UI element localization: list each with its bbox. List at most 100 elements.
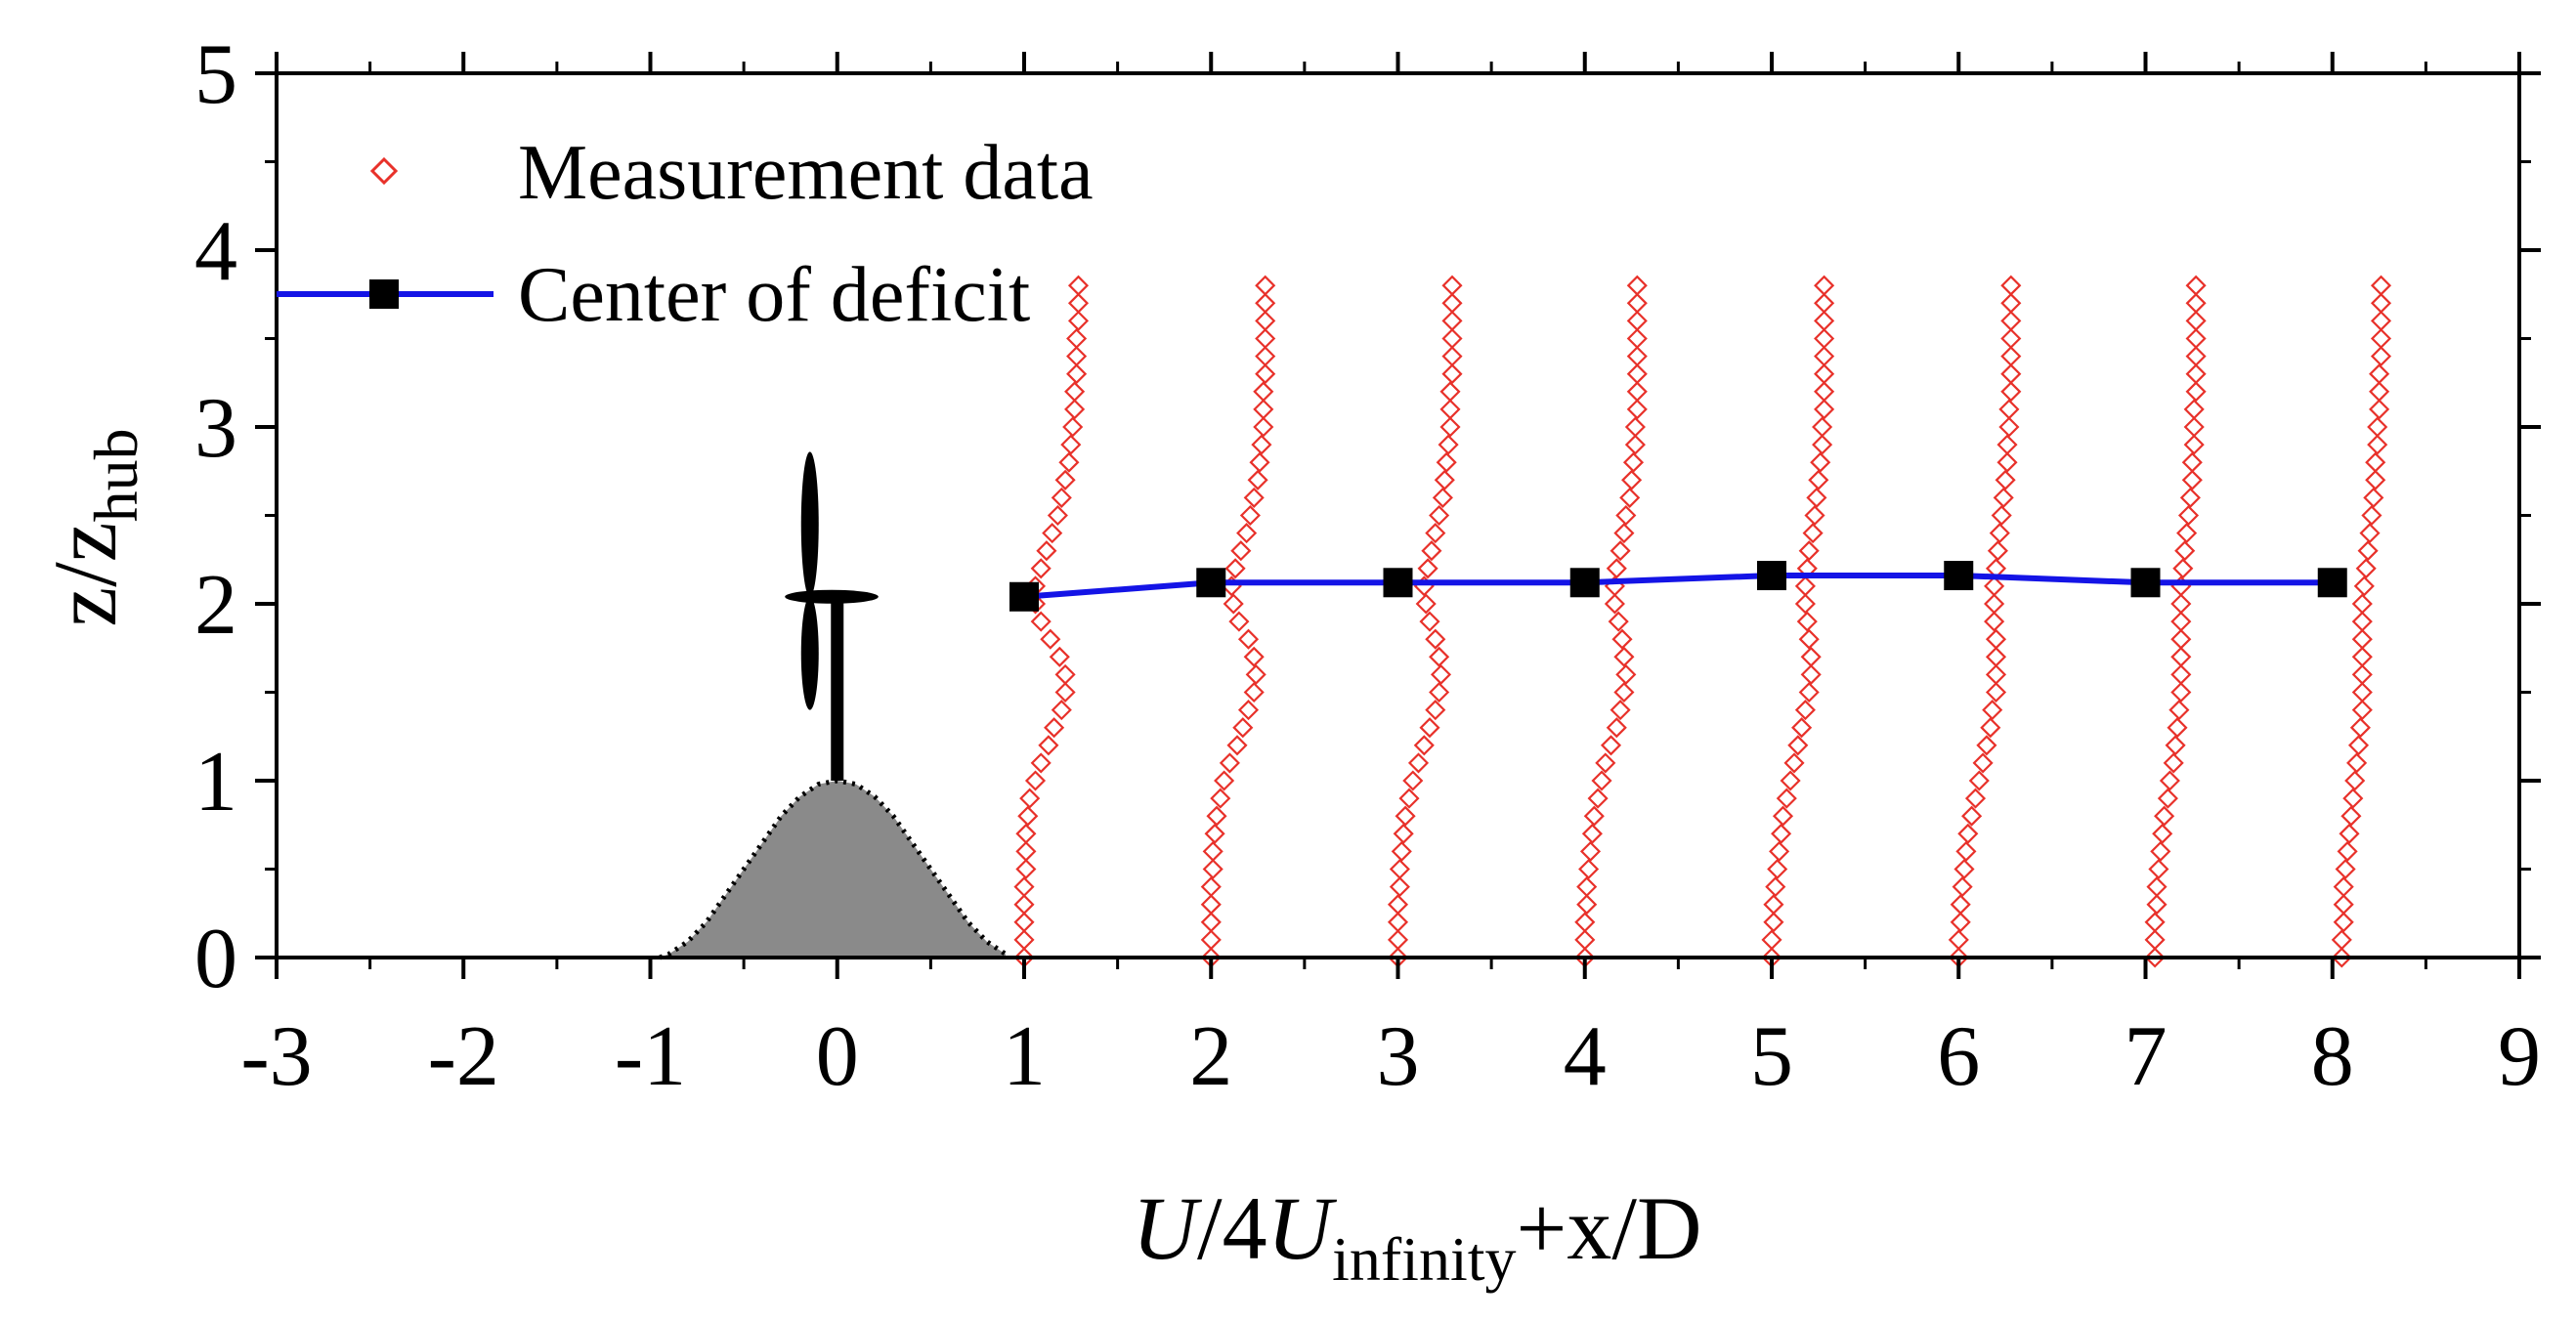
- measurement-point: [1214, 770, 1235, 791]
- measurement-point: [2339, 823, 2360, 844]
- measurement-point: [1253, 399, 1274, 420]
- measurement-point: [2331, 929, 2352, 951]
- measurement-point: [2159, 770, 2180, 791]
- measurement-point: [1604, 593, 1625, 615]
- measurement-point: [1019, 788, 1041, 809]
- measurement-point: [2185, 381, 2207, 403]
- measurement-point: [1591, 770, 1612, 791]
- measurement-point: [2351, 646, 2373, 667]
- measurement-point: [1987, 540, 2008, 562]
- measurement-point: [1622, 451, 1645, 473]
- hill-outline: [659, 778, 1008, 960]
- measurement-point: [1794, 593, 1816, 615]
- measurement-point: [2342, 788, 2364, 809]
- measurement-point: [1237, 628, 1260, 650]
- measurement-point: [1251, 434, 1272, 455]
- profile-station-5: [1761, 275, 1835, 968]
- measurement-point: [1030, 558, 1052, 579]
- measurement-point: [1067, 292, 1090, 314]
- measurement-point: [2181, 451, 2203, 473]
- measurement-point: [1581, 823, 1603, 844]
- measurement-point: [1798, 681, 1820, 703]
- measurement-point: [1765, 876, 1786, 898]
- measurement-point: [1398, 788, 1420, 809]
- measurement-point: [1964, 788, 1987, 809]
- y-tick-label: 5: [194, 27, 237, 122]
- measurement-point: [1066, 346, 1088, 367]
- x-tick-label: 4: [1564, 1009, 1607, 1104]
- measurement-point: [2363, 487, 2384, 508]
- measurement-point: [1013, 894, 1035, 916]
- measurement-point: [2000, 381, 2022, 403]
- measurement-point: [2148, 858, 2169, 880]
- measurement-point: [1772, 805, 1794, 827]
- measurement-point: [1796, 611, 1818, 632]
- measurement-point: [1062, 416, 1084, 438]
- measurement-point: [1015, 858, 1037, 880]
- measurement-point: [1441, 310, 1463, 331]
- measurement-point: [1436, 451, 1457, 473]
- measurement-point: [1794, 700, 1816, 721]
- measurement-point: [2370, 275, 2392, 296]
- measurement-point: [1206, 805, 1227, 827]
- measurement-point: [1574, 929, 1596, 951]
- measurement-point: [1253, 416, 1274, 438]
- legend-label-center: Center of deficit: [518, 252, 1030, 338]
- measurement-point: [1984, 575, 2005, 597]
- measurement-point: [1224, 558, 1246, 579]
- measurement-point: [1430, 663, 1452, 685]
- measurement-point: [1239, 504, 1261, 527]
- measurement-point: [1200, 929, 1222, 951]
- measurement-point: [1054, 681, 1076, 703]
- measurement-point: [2183, 399, 2205, 420]
- measurement-point: [2185, 310, 2207, 331]
- measurement-point: [1429, 504, 1450, 527]
- measurement-point: [1579, 840, 1602, 862]
- measurement-point: [1794, 575, 1816, 597]
- measurement-point: [1814, 399, 1835, 420]
- measurement-point: [1236, 523, 1258, 544]
- measurement-point: [1763, 894, 1784, 916]
- measurement-point: [1255, 310, 1276, 331]
- measurement-point: [2370, 327, 2392, 350]
- measurement-point: [2351, 700, 2373, 721]
- y-axis-title: z/zhub: [35, 428, 150, 626]
- measurement-point: [1030, 752, 1052, 774]
- measurement-point: [1051, 700, 1072, 721]
- measurement-point: [1040, 628, 1061, 650]
- measurement-point: [2144, 929, 2166, 951]
- measurement-point: [2150, 840, 2171, 862]
- x-axis-title: U/4Uinfinity+x/D: [1133, 1178, 1702, 1294]
- center-of-deficit-marker: [1569, 568, 1600, 598]
- x-tick-label: 0: [816, 1009, 859, 1104]
- measurement-point: [2170, 681, 2192, 703]
- measurement-point: [1806, 487, 1827, 508]
- measurement-point: [2337, 840, 2358, 862]
- measurement-point: [1441, 275, 1463, 296]
- x-axis-title-rest: +x/D: [1517, 1178, 1702, 1278]
- center-of-deficit-marker: [1196, 568, 1226, 598]
- measurement-point: [1255, 363, 1276, 385]
- measurement-point: [2179, 487, 2201, 508]
- measurement-point: [2181, 469, 2203, 490]
- measurement-point: [2172, 558, 2194, 579]
- measurement-point: [1054, 663, 1076, 685]
- measurement-point: [1626, 327, 1648, 350]
- measurement-point: [1419, 611, 1440, 632]
- profile-station-1: [1013, 275, 1090, 968]
- measurement-point: [1578, 858, 1600, 880]
- y-axis-title-main: z/z: [35, 522, 135, 626]
- center-of-deficit-marker: [2130, 568, 2161, 598]
- measurement-point: [1425, 628, 1446, 650]
- measurement-point: [2344, 770, 2366, 791]
- measurement-point: [2170, 646, 2192, 667]
- measurement-point: [2144, 947, 2166, 968]
- measurement-point: [1998, 399, 2020, 420]
- measurement-point: [2370, 346, 2392, 367]
- measurement-point: [1067, 310, 1090, 331]
- measurement-point: [1243, 681, 1265, 703]
- measurement-point: [2000, 363, 2022, 385]
- measurement-point: [1200, 894, 1222, 916]
- x-tick-label: 6: [1937, 1009, 1980, 1104]
- measurement-point: [1624, 416, 1646, 438]
